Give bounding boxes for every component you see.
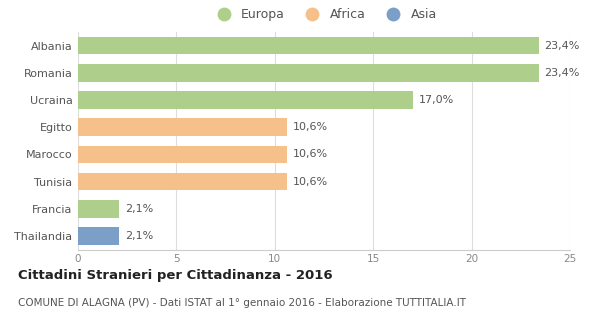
- Legend: Europa, Africa, Asia: Europa, Africa, Asia: [211, 8, 437, 21]
- Text: 2,1%: 2,1%: [125, 204, 154, 214]
- Bar: [78, 91, 413, 109]
- Text: 10,6%: 10,6%: [293, 177, 328, 187]
- Text: 23,4%: 23,4%: [544, 41, 580, 51]
- Text: 10,6%: 10,6%: [293, 149, 328, 159]
- Text: COMUNE DI ALAGNA (PV) - Dati ISTAT al 1° gennaio 2016 - Elaborazione TUTTITALIA.: COMUNE DI ALAGNA (PV) - Dati ISTAT al 1°…: [18, 298, 466, 308]
- Text: 17,0%: 17,0%: [418, 95, 454, 105]
- Bar: [78, 227, 119, 245]
- Bar: [78, 118, 287, 136]
- Bar: [78, 173, 287, 190]
- Text: 23,4%: 23,4%: [544, 68, 580, 78]
- Text: 10,6%: 10,6%: [293, 122, 328, 132]
- Text: 2,1%: 2,1%: [125, 231, 154, 241]
- Bar: [78, 37, 539, 54]
- Bar: [78, 200, 119, 218]
- Bar: [78, 146, 287, 163]
- Bar: [78, 64, 539, 82]
- Text: Cittadini Stranieri per Cittadinanza - 2016: Cittadini Stranieri per Cittadinanza - 2…: [18, 269, 332, 282]
